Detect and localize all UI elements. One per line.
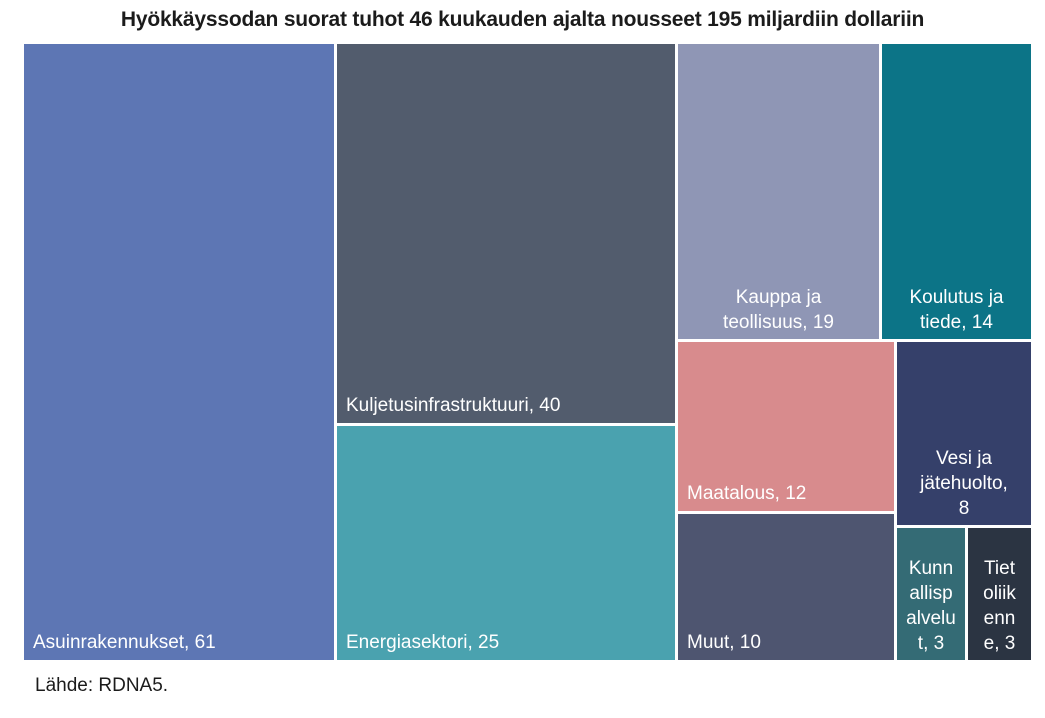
treemap-tile-kuljetusinfrastruktuuri: Kuljetusinfrastruktuuri, 40: [337, 44, 675, 423]
treemap-tile-kunnallispalvelut: Kunn allisp alvelu t, 3: [897, 528, 965, 660]
tile-label-kunnallispalvelut: Kunn allisp alvelu t, 3: [906, 557, 956, 654]
chart-title: Hyökkäyssodan suorat tuhot 46 kuukauden …: [120, 8, 925, 31]
tile-label-koulutus-ja-tiede: Koulutus ja tiede, 14: [909, 286, 1004, 333]
tile-label-energiasektori: Energiasektori, 25: [346, 631, 500, 653]
tile-label-maatalous: Maatalous, 12: [687, 482, 807, 504]
treemap-tile-vesi-ja-jatehuolto: Vesi ja jätehuolto, 8: [897, 342, 1031, 525]
source-note: Lähde: RDNA5.: [35, 675, 169, 696]
tile-label-asuinrakennukset: Asuinrakennukset, 61: [33, 631, 216, 653]
tile-label-kuljetusinfrastruktuuri: Kuljetusinfrastruktuuri, 40: [346, 394, 561, 416]
treemap-tile-asuinrakennukset: Asuinrakennukset, 61: [24, 44, 334, 660]
treemap-chart: Asuinrakennukset, 61 Kuljetusinfrastrukt…: [24, 44, 1031, 660]
treemap-tile-koulutus-ja-tiede: Koulutus ja tiede, 14: [882, 44, 1031, 339]
tile-label-kauppa-ja-teollisuus: Kauppa ja teollisuus, 19: [723, 286, 834, 333]
treemap-tile-muut: Muut, 10: [678, 514, 894, 660]
treemap-tile-tietoliikenne: Tiet oliik enn e, 3: [968, 528, 1031, 660]
treemap-tile-maatalous: Maatalous, 12: [678, 342, 894, 511]
treemap-tile-kauppa-ja-teollisuus: Kauppa ja teollisuus, 19: [678, 44, 879, 339]
tile-label-tietoliikenne: Tiet oliik enn e, 3: [983, 557, 1016, 654]
tile-label-vesi-ja-jatehuolto: Vesi ja jätehuolto, 8: [920, 447, 1008, 519]
treemap-tile-energiasektori: Energiasektori, 25: [337, 426, 675, 660]
tile-label-muut: Muut, 10: [687, 631, 761, 653]
